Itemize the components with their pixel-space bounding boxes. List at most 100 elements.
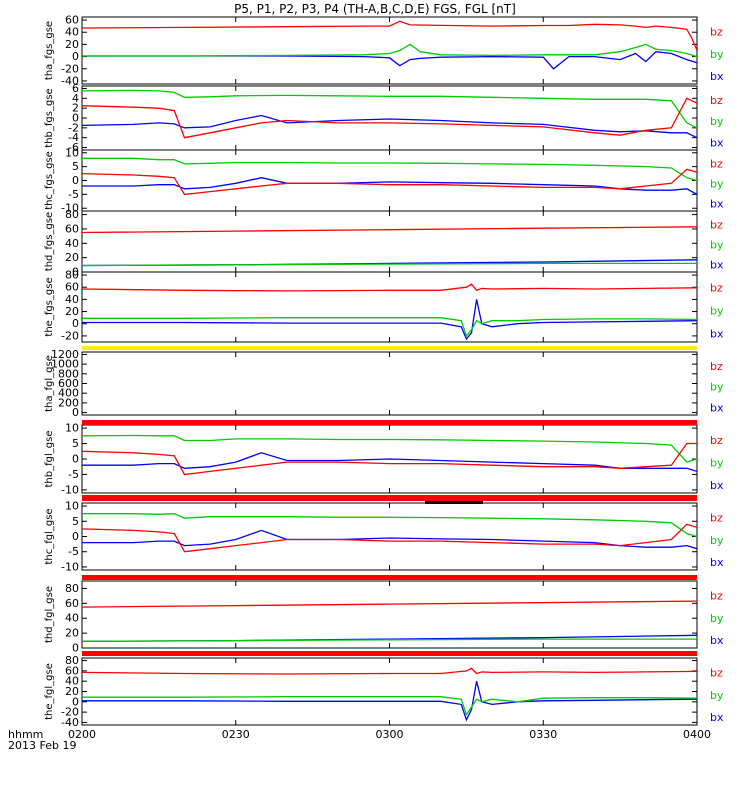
series-bx-line [82, 51, 697, 70]
y-axis-label: the_fgs_gse [44, 277, 55, 336]
legend-bz: bz [710, 590, 723, 603]
time-format-label: hhmm [8, 728, 43, 741]
legend-by: by [710, 534, 724, 547]
panel-frame [81, 351, 698, 416]
series-bx-line [82, 299, 697, 341]
legend-by: by [710, 178, 724, 191]
y-tick-label: 5 [72, 437, 79, 450]
legend-bx: bx [710, 479, 724, 492]
y-tick-label: 5 [72, 515, 79, 528]
legend-bz: bz [710, 94, 723, 107]
series-by-line [82, 317, 697, 338]
panel-frame [81, 502, 698, 571]
y-tick-label: 10 [65, 500, 79, 513]
x-tick-label: 0230 [222, 728, 250, 741]
y-tick-label: -6 [68, 141, 79, 154]
y-tick-label: -2 [68, 121, 79, 134]
legend-bx: bx [710, 70, 724, 83]
y-tick-label: 40 [65, 612, 79, 625]
y-tick-label: -5 [68, 545, 79, 558]
y-axis-label: thb_fgl_gse [44, 431, 55, 488]
panel-frame [81, 657, 698, 726]
series-bx-line [82, 177, 697, 195]
legend-bx: bx [710, 401, 724, 414]
y-tick-label: 80 [65, 208, 79, 221]
legend-bx: bx [710, 259, 724, 272]
flag-bar [82, 575, 697, 580]
x-tick-label: 0300 [376, 728, 404, 741]
y-tick-label: 200 [58, 396, 79, 409]
y-tick-label: -20 [61, 329, 79, 342]
y-tick-label: 20 [65, 251, 79, 264]
y-tick-label: 0 [72, 406, 79, 419]
legend-bz: bz [710, 281, 723, 294]
series-bx-line [82, 452, 697, 473]
panel-thb_fgl_gse: 10 5 0 -5 -10 thb_fgl_gse bz by bx [44, 422, 724, 497]
y-axis-label: thc_fgl_gse [44, 508, 55, 564]
panel-frame [81, 580, 698, 649]
series-by-line [82, 513, 697, 538]
series-by-line [82, 43, 697, 58]
legend-by: by [710, 456, 724, 469]
legend-bz: bz [710, 434, 723, 447]
legend-bz: bz [710, 667, 723, 680]
x-tick-label: 0400 [683, 728, 711, 741]
panel-frame [81, 271, 698, 343]
y-tick-label: -40 [61, 716, 79, 729]
data-flag-bars [82, 346, 697, 656]
series-bx-line [82, 681, 697, 722]
y-axis-label: thb_fgs_gse [44, 88, 55, 147]
legend-bz: bz [710, 360, 723, 373]
series-bz-line [82, 667, 697, 675]
legend-by: by [710, 48, 724, 61]
y-tick-label: 60 [65, 222, 79, 235]
legend-bx: bx [710, 198, 724, 211]
y-tick-label: 800 [58, 367, 79, 380]
y-tick-label: -20 [61, 62, 79, 75]
legend-bx: bx [710, 328, 724, 341]
y-axis-label: thc_fgs_gse [44, 151, 55, 210]
y-tick-label: -10 [61, 483, 79, 496]
y-axis-label: the_fgl_gse [44, 663, 55, 720]
flag-bar [82, 420, 697, 425]
y-tick-label: -20 [61, 706, 79, 719]
y-tick-label: 600 [58, 377, 79, 390]
series-by-line [82, 434, 697, 463]
y-tick-label: 0 [72, 453, 79, 466]
series-bz-line [82, 97, 697, 139]
flag-bar [82, 651, 697, 656]
legend-by: by [710, 689, 724, 702]
series-bz-line [82, 226, 697, 234]
legend-by: by [710, 305, 724, 318]
series-by-line [82, 89, 697, 129]
legend-bx: bx [710, 711, 724, 724]
legend-bx: bx [710, 634, 724, 647]
series-by-line [82, 262, 697, 267]
series-bx-line [82, 529, 697, 550]
y-tick-label: 0 [72, 50, 79, 63]
y-tick-label: 4 [72, 92, 79, 105]
y-tick-label: 1200 [51, 348, 79, 361]
flag-bar [82, 495, 697, 501]
y-tick-label: 1000 [51, 358, 79, 371]
series-bz-line [82, 168, 697, 196]
panel-thc_fgl_gse: 10 5 0 -5 -10 thc_fgl_gse bz by bx [44, 500, 724, 574]
y-axis-label: tha_fgs_gse [44, 21, 55, 80]
panel-frame [81, 85, 698, 151]
y-tick-label: 60 [65, 281, 79, 294]
y-tick-label: 20 [65, 685, 79, 698]
y-tick-label: -5 [68, 188, 79, 201]
y-tick-label: 10 [65, 422, 79, 435]
y-tick-label: 80 [65, 582, 79, 595]
legend-by: by [710, 381, 724, 394]
y-tick-label: 60 [65, 14, 79, 27]
y-tick-label: 0 [72, 695, 79, 708]
series-bz-line [82, 600, 697, 608]
series-by-line [82, 157, 697, 182]
legend-by: by [710, 612, 724, 625]
chart-title: P5, P1, P2, P3, P4 (TH-A,B,C,D,E) FGS, F… [234, 2, 516, 16]
